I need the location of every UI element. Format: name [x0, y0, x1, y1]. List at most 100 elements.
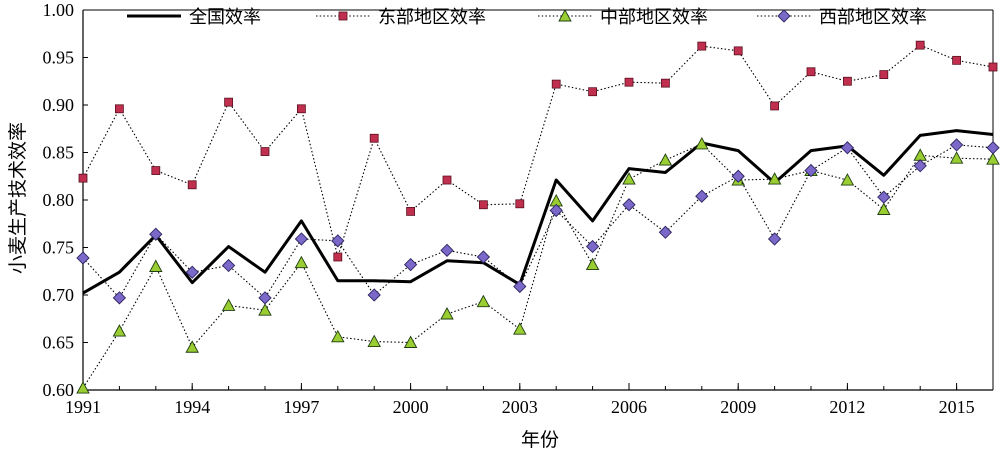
x-tick-label: 1994 — [174, 397, 210, 417]
data-point — [367, 334, 381, 347]
data-point — [585, 239, 600, 254]
data-point — [112, 291, 127, 305]
data-point — [406, 206, 416, 216]
series-line — [82, 144, 994, 299]
data-point — [949, 138, 964, 152]
data-point — [877, 190, 891, 204]
data-point — [440, 243, 454, 257]
data-point — [658, 225, 673, 239]
data-point — [952, 55, 961, 65]
data-point — [767, 172, 782, 185]
data-point — [369, 133, 379, 143]
data-point — [151, 166, 161, 175]
data-point — [294, 232, 309, 246]
data-point — [877, 202, 891, 215]
data-point — [915, 40, 925, 50]
legend-label: 西部地区效率 — [819, 7, 927, 28]
data-point — [731, 169, 745, 183]
y-tick-label: 0.95 — [43, 48, 75, 68]
data-point — [221, 298, 236, 311]
legend-item-4: 西部地区效率 — [757, 7, 927, 28]
data-point — [551, 79, 561, 89]
data-point — [403, 257, 418, 272]
data-point — [333, 252, 343, 262]
data-point — [294, 255, 309, 269]
legend-swatch-marker — [777, 9, 791, 23]
data-point — [185, 265, 199, 279]
data-point — [843, 76, 852, 86]
x-tick-label: 2006 — [611, 397, 647, 417]
legend-swatch-marker — [558, 9, 572, 22]
data-point — [840, 173, 855, 186]
data-point — [988, 62, 998, 72]
data-point — [513, 279, 527, 294]
data-point — [260, 147, 270, 156]
legend-item-3: 中部地区效率 — [538, 7, 708, 28]
series-4 — [76, 138, 1000, 305]
series-layer — [76, 40, 1000, 394]
data-point — [515, 199, 525, 209]
data-point — [296, 104, 306, 114]
y-tick-label: 1.00 — [43, 0, 75, 20]
data-point — [658, 153, 673, 166]
data-point — [442, 175, 452, 185]
data-point — [331, 234, 345, 248]
x-tick-label: 1997 — [283, 397, 319, 417]
x-tick-label: 2012 — [829, 397, 865, 417]
legend-item-1: 全国效率 — [127, 7, 261, 28]
data-point — [224, 97, 234, 107]
series-3 — [76, 137, 1000, 394]
x-axis-title: 年份 — [521, 429, 559, 451]
data-point — [622, 172, 636, 185]
data-point — [949, 151, 964, 164]
data-point — [403, 335, 418, 348]
data-point — [695, 189, 709, 203]
data-point — [806, 67, 816, 77]
data-point — [149, 227, 163, 241]
data-point — [476, 250, 491, 264]
data-point — [331, 329, 345, 343]
legend-swatch-marker — [338, 11, 348, 21]
series-1 — [82, 129, 994, 295]
legend-label: 东部地区效率 — [378, 7, 486, 28]
data-point — [913, 159, 927, 173]
y-tick-label: 0.90 — [43, 95, 75, 115]
series-line — [82, 44, 994, 260]
data-point — [513, 322, 527, 335]
data-point — [76, 381, 90, 394]
data-point — [478, 200, 488, 210]
x-tick-label: 1991 — [65, 397, 101, 417]
y-tick-label: 0.70 — [43, 285, 75, 305]
data-point — [367, 288, 381, 302]
data-point — [840, 141, 855, 155]
y-tick-label: 0.85 — [43, 143, 75, 163]
series-line — [82, 129, 994, 295]
x-tick-label: 2009 — [720, 397, 756, 417]
data-point — [585, 257, 600, 271]
data-point — [695, 137, 709, 150]
y-tick-label: 0.80 — [43, 190, 75, 210]
data-point — [115, 104, 124, 114]
data-point — [879, 70, 889, 79]
legend: 全国效率 东部地区效率 中部地区效率 西部地区效率 — [127, 7, 927, 28]
x-tick-label: 2015 — [939, 397, 975, 417]
data-point — [622, 198, 636, 212]
data-point — [986, 152, 1000, 165]
data-point — [986, 141, 1000, 155]
y-tick-label: 0.60 — [43, 380, 75, 400]
data-point — [476, 294, 491, 308]
data-point — [221, 258, 236, 273]
legend-label: 全国效率 — [189, 7, 261, 28]
data-point — [185, 340, 199, 353]
data-point — [770, 101, 779, 111]
data-point — [187, 180, 197, 190]
data-point — [697, 41, 707, 51]
data-point — [588, 87, 597, 97]
data-point — [258, 291, 272, 305]
data-point — [149, 259, 163, 272]
y-tick-label: 0.75 — [43, 238, 75, 258]
data-point — [440, 307, 454, 320]
data-point — [112, 324, 127, 337]
legend-label: 中部地区效率 — [600, 7, 708, 28]
